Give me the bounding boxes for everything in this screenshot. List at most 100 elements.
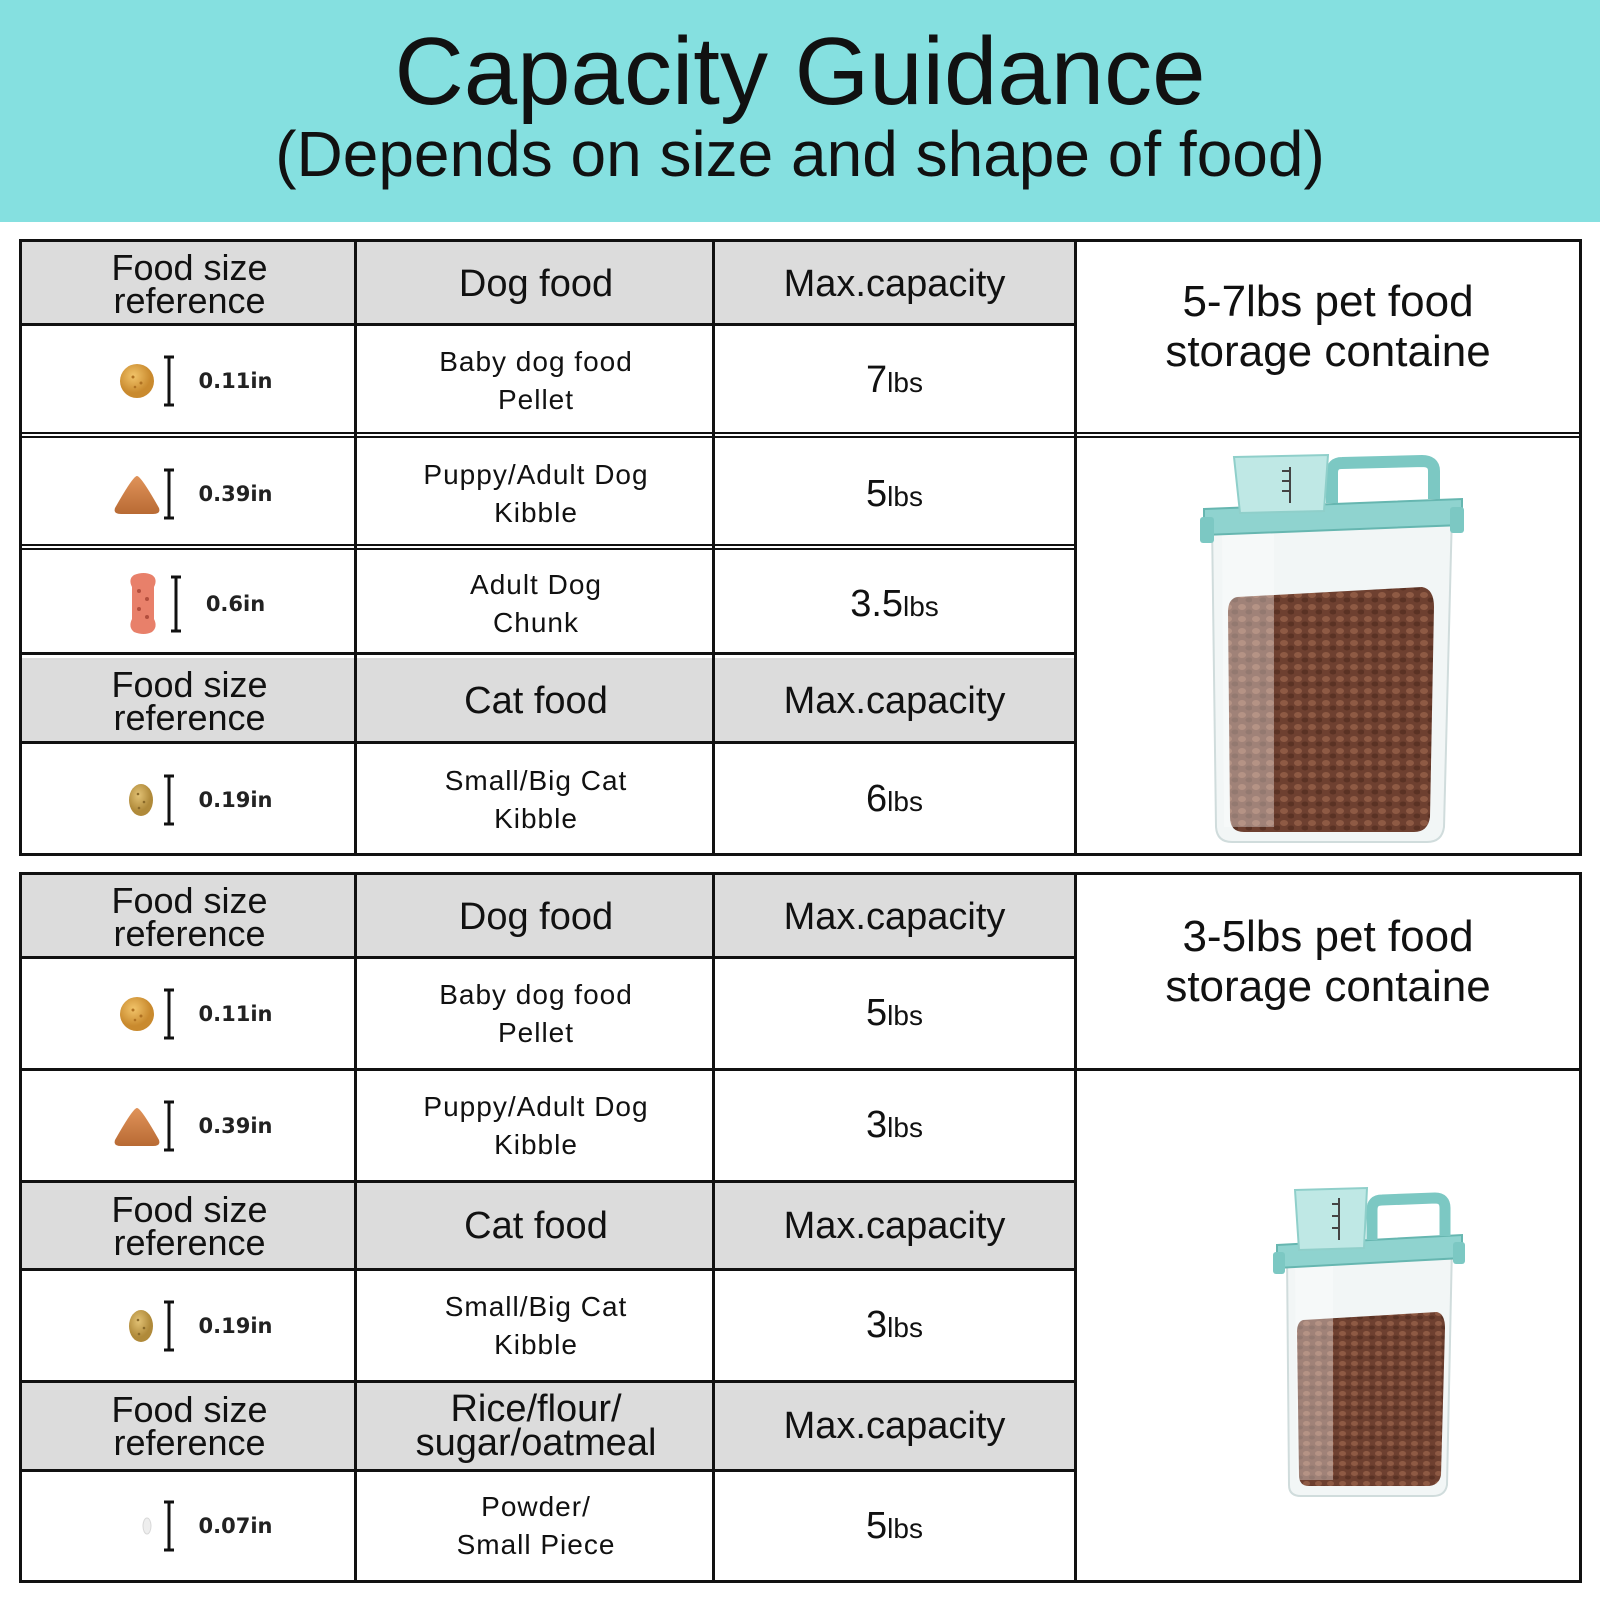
triangle-kibble-icon [114, 1100, 174, 1151]
header-text: Dog food [458, 896, 614, 938]
grid-line [22, 652, 1074, 655]
page-subtitle: (Depends on size and shape of food) [275, 118, 1325, 190]
header-line: reference [113, 913, 266, 954]
capacity-unit: lbs [887, 1112, 923, 1143]
food-name-cell: Puppy/Adult Dog Kibble [357, 1071, 715, 1180]
container-title-line: storage containe [1165, 961, 1491, 1011]
header-line: sugar/oatmeal [415, 1422, 657, 1464]
food-name-cell: Baby dog food Pellet [357, 326, 715, 435]
food-name-cell: Puppy/Adult Dog Kibble [357, 441, 715, 547]
food-size-reference-cell: 0.07in [22, 1472, 357, 1580]
food-name-line: Kibble [494, 802, 578, 834]
food-storage-container-image [1200, 453, 1464, 843]
food-name-line: Baby dog food [439, 345, 633, 377]
header-line: reference [113, 1422, 266, 1463]
grid-line [712, 242, 715, 853]
capacity-cell: 6lbs [715, 746, 1074, 853]
header-text: Max.capacity [783, 263, 1006, 305]
size-value: 0.11in [198, 1001, 273, 1026]
header-text: Max.capacity [783, 1204, 1006, 1247]
header-cat-food: Cat food [357, 1183, 715, 1268]
food-size-reference-cell: 0.39in [22, 441, 357, 547]
size-value: 0.11in [198, 368, 273, 393]
food-name-cell: Baby dog food Pellet [357, 959, 715, 1068]
food-name-line: Baby dog food [439, 978, 633, 1010]
header-text: Max.capacity [783, 896, 1006, 938]
capacity-amount: 3 [866, 1304, 888, 1346]
title-banner: Capacity Guidance (Depends on size and s… [0, 0, 1600, 222]
header-text: Max.capacity [783, 1405, 1006, 1447]
capacity-unit: lbs [903, 590, 939, 622]
grid-line [22, 741, 1074, 744]
food-size-reference-cell: 0.6in [22, 553, 357, 655]
page-title: Capacity Guidance [394, 18, 1206, 125]
grid-line [22, 432, 1579, 438]
capacity-table-5-7lbs: Food size reference Dog food Max.capacit… [19, 239, 1582, 856]
grid-line [354, 875, 357, 1580]
header-line: Food size [111, 1188, 268, 1230]
capacity-unit: lbs [887, 1000, 923, 1031]
container-size-title: 5-7lbs pet food storage containe [1077, 242, 1579, 432]
capacity-cell: 3.5lbs [715, 553, 1074, 655]
capacity-cell: 3lbs [715, 1071, 1074, 1180]
food-name-line: Puppy/Adult Dog [423, 459, 649, 490]
header-max-capacity: Max.capacity [715, 875, 1074, 959]
header-line: reference [113, 280, 266, 321]
container-size-title: 3-5lbs pet food storage containe [1077, 875, 1579, 1068]
capacity-unit: lbs [887, 1312, 923, 1343]
cat-kibble-icon [128, 774, 174, 825]
header-text: Max.capacity [783, 679, 1006, 722]
header-food-size-reference: Food size reference [22, 658, 357, 743]
header-text: Cat food [464, 1204, 608, 1247]
capacity-cell: 5lbs [715, 441, 1074, 547]
size-value: 0.39in [198, 1113, 273, 1138]
bone-chunk-icon [130, 573, 181, 634]
capacity-cell: 5lbs [715, 1472, 1074, 1580]
capacity-unit: lbs [887, 480, 923, 512]
capacity-amount: 3 [866, 1104, 888, 1146]
capacity-amount: 5 [866, 472, 888, 515]
food-name-cell: Powder/ Small Piece [357, 1472, 715, 1580]
grid-line [712, 875, 715, 1580]
header-food-size-reference: Food size reference [22, 242, 357, 326]
header-max-capacity: Max.capacity [715, 242, 1074, 326]
food-size-reference-cell: 0.19in [22, 1271, 357, 1380]
powder-grain-icon [142, 1500, 174, 1552]
container-title-line: 3-5lbs pet food [1182, 911, 1474, 961]
grid-line [354, 242, 357, 853]
header-line: Rice/flour/ [450, 1388, 622, 1430]
grid-line [1074, 875, 1077, 1580]
capacity-cell: 7lbs [715, 326, 1074, 435]
grid-line [22, 1469, 1074, 1472]
food-name-line: Puppy/Adult Dog [423, 1090, 649, 1122]
food-name-line: Kibble [494, 1328, 578, 1360]
size-value: 0.19in [198, 787, 273, 812]
food-size-reference-cell: 0.39in [22, 1071, 357, 1180]
grid-line [22, 1380, 1074, 1383]
capacity-amount: 3.5 [850, 582, 904, 625]
size-value: 0.07in [198, 1514, 273, 1538]
header-max-capacity: Max.capacity [715, 1183, 1074, 1268]
cat-kibble-icon [128, 1300, 174, 1351]
capacity-cell: 5lbs [715, 959, 1074, 1068]
size-value: 0.19in [198, 1313, 273, 1338]
food-name-line: Pellet [497, 1016, 575, 1048]
header-cat-food: Cat food [357, 658, 715, 743]
capacity-unit: lbs [887, 1512, 923, 1544]
grid-line [22, 544, 1074, 550]
header-max-capacity: Max.capacity [715, 658, 1074, 743]
food-name-line: Small/Big Cat [444, 764, 628, 796]
header-food-size-reference: Food size reference [22, 1383, 357, 1469]
header-line: Food size [111, 663, 268, 705]
round-pellet-icon [119, 988, 174, 1039]
header-dog-food: Dog food [357, 875, 715, 959]
food-size-reference-cell: 0.19in [22, 746, 357, 853]
food-storage-container-image [1273, 1186, 1465, 1497]
grid-line [22, 956, 1074, 959]
header-line: reference [113, 1221, 266, 1263]
grid-line [1074, 242, 1077, 853]
food-name-cell: Small/Big Cat Kibble [357, 1271, 715, 1380]
header-line: Food size [111, 247, 268, 288]
food-size-reference-cell: 0.11in [22, 959, 357, 1068]
header-line: Food size [111, 1389, 268, 1430]
